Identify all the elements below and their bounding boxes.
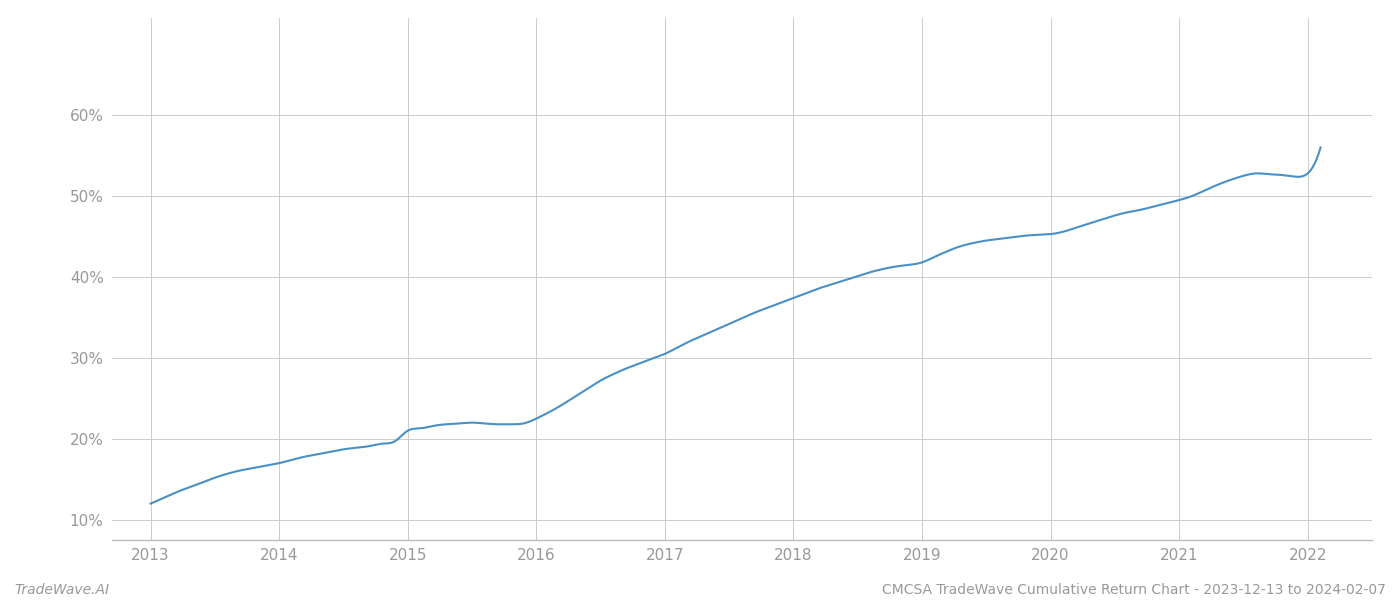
Text: TradeWave.AI: TradeWave.AI (14, 583, 109, 597)
Text: CMCSA TradeWave Cumulative Return Chart - 2023-12-13 to 2024-02-07: CMCSA TradeWave Cumulative Return Chart … (882, 583, 1386, 597)
